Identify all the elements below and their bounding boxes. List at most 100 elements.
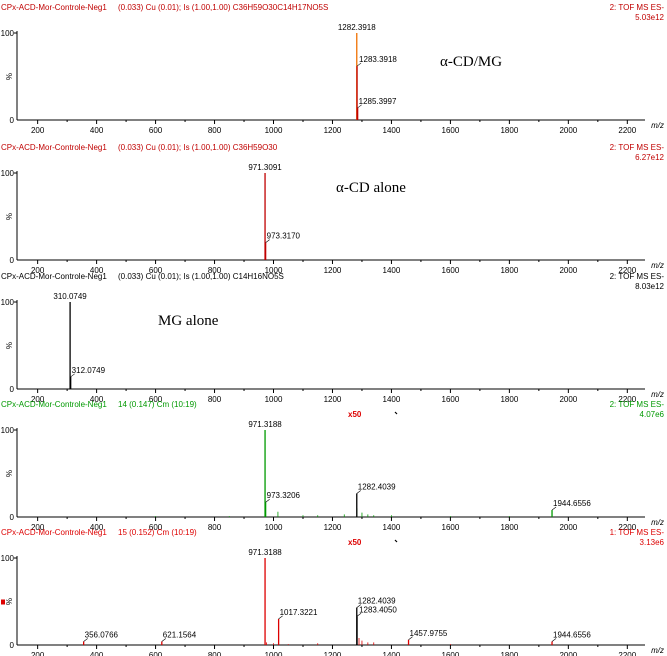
spectrum-panel-2: CPx-ACD-Mor-Controle-Neg1 (0.033) Cu (0.0… [1,143,665,275]
x-tick-label: 1000 [265,395,283,404]
y-tick-label-top: 100 [1,29,15,38]
x-tick-label: 1600 [442,651,460,656]
panel-header-scan: 14 (0.147) Cm (10:19) [118,400,197,409]
peak-label: 621.1564 [163,631,197,640]
x-tick-label: 400 [90,395,104,404]
x-tick-label: 600 [149,126,163,135]
peak-label: 1285.3997 [359,97,397,106]
x-tick-label: 1800 [500,395,518,404]
x-axis-unit: m/z [651,121,664,130]
peak-label-leader [356,490,361,494]
x-tick-label: 2200 [618,126,636,135]
panel-header-mode: 2: TOF MS ES- [610,272,665,281]
panel-header-mode: 2: TOF MS ES- [610,3,665,12]
x-tick-label: 600 [149,395,163,404]
x-tick-label: 200 [31,651,45,656]
panel-header-mode: 2: TOF MS ES- [610,143,665,152]
peak-label: 1944.6556 [553,499,591,508]
x-axis-unit: m/z [651,518,664,527]
y-tick-label-top: 100 [1,554,15,563]
y-axis-unit: % [5,73,14,80]
x-tick-label: 600 [149,266,163,275]
x-tick-label: 1600 [442,126,460,135]
peak-label-leader [357,104,362,109]
x-tick-label: 2200 [618,651,636,656]
x-tick-label: 2000 [559,266,577,275]
peak-label-leader [278,615,283,620]
peak-label-leader [265,498,270,503]
y-tick-label-bottom: 0 [10,513,15,522]
magnify-label: x50 [348,410,362,419]
x-tick-label: 1400 [383,395,401,404]
peak-label-leader [83,638,88,642]
panel-header-mode: 1: TOF MS ES- [610,528,665,537]
magnify-end-mark [394,411,398,415]
x-tick-label: 1200 [324,523,342,532]
panel-header-file: CPx-ACD-Mor-Controle-Neg1 [1,272,107,281]
x-tick-label: 1400 [383,126,401,135]
y-tick-label-bottom: 0 [10,385,15,394]
x-tick-label: 1600 [442,523,460,532]
sample-annotation: α-CD alone [336,180,406,196]
x-tick-label: 800 [208,651,222,656]
panel-header-mode: 2: TOF MS ES- [610,400,665,409]
x-tick-label: 1200 [324,395,342,404]
x-tick-label: 200 [31,126,45,135]
y-tick-label-bottom: 0 [10,641,15,650]
peak-label-leader [161,638,166,642]
peak-label: 1283.3918 [359,55,397,64]
trace-marker [1,599,5,605]
panel-header-file: CPx-ACD-Mor-Controle-Neg1 [1,143,107,152]
x-tick-label: 600 [149,651,163,656]
peak-label: 1282.3918 [338,23,376,32]
panel-intensity: 8.03e12 [635,282,664,291]
panel-header-file: CPx-ACD-Mor-Controle-Neg1 [1,400,107,409]
panel-header-file: CPx-ACD-Mor-Controle-Neg1 [1,528,107,537]
y-tick-label-top: 100 [1,169,15,178]
spectrum-panel-5: CPx-ACD-Mor-Controle-Neg1 15 (0.152) Cm (… [1,528,665,656]
x-tick-label: 200 [31,266,45,275]
spectrum-panel-1: CPx-ACD-Mor-Controle-Neg1 (0.033) Cu (0.0… [1,3,665,135]
peak-label: 1457.9755 [410,629,448,638]
panel-header-file: CPx-ACD-Mor-Controle-Neg1 [1,3,107,12]
x-tick-label: 400 [90,266,104,275]
peak-label-leader [551,506,557,511]
magnify-end-mark [394,539,398,543]
peak-label: 1017.3221 [280,608,318,617]
y-tick-label-top: 100 [1,426,15,435]
x-tick-label: 1000 [265,523,283,532]
peak-label: 1283.4050 [359,605,397,614]
x-tick-label: 2200 [618,523,636,532]
x-tick-label: 1600 [442,395,460,404]
x-tick-label: 1000 [265,266,283,275]
x-tick-label: 1800 [500,126,518,135]
peak-label-leader [70,373,75,378]
x-tick-label: 400 [90,523,104,532]
peak-label: 973.3206 [267,491,301,500]
panel-intensity: 6.27e12 [635,153,664,162]
x-tick-label: 800 [208,523,222,532]
x-tick-label: 800 [208,126,222,135]
spectrum-panel-3: CPx-ACD-Mor-Controle-Neg1 (0.033) Cu (0.0… [1,272,665,404]
y-axis-unit: % [5,342,14,349]
x-tick-label: 2000 [559,651,577,656]
y-tick-label-top: 100 [1,298,15,307]
peak-label: 1282.4039 [358,483,396,492]
x-tick-label: 1600 [442,266,460,275]
x-tick-label: 200 [31,395,45,404]
x-tick-label: 1200 [324,126,342,135]
x-tick-label: 2200 [618,395,636,404]
x-tick-label: 800 [208,266,222,275]
x-tick-label: 1800 [500,651,518,656]
panel-header-scan: (0.033) Cu (0.01); Is (1.00,1.00) C14H16… [118,272,284,281]
x-axis-unit: m/z [651,390,664,399]
spectrum-panel-4: CPx-ACD-Mor-Controle-Neg1 14 (0.147) Cm (… [1,400,665,532]
peak-label-leader [356,613,362,617]
peak-label: 310.0749 [53,292,87,301]
peak-label: 973.3170 [267,232,301,241]
panel-intensity: 4.07e6 [640,410,665,419]
x-tick-label: 400 [90,651,104,656]
panel-header-scan: (0.033) Cu (0.01); Is (1.00,1.00) C36H59… [118,3,328,12]
x-tick-label: 1800 [500,523,518,532]
